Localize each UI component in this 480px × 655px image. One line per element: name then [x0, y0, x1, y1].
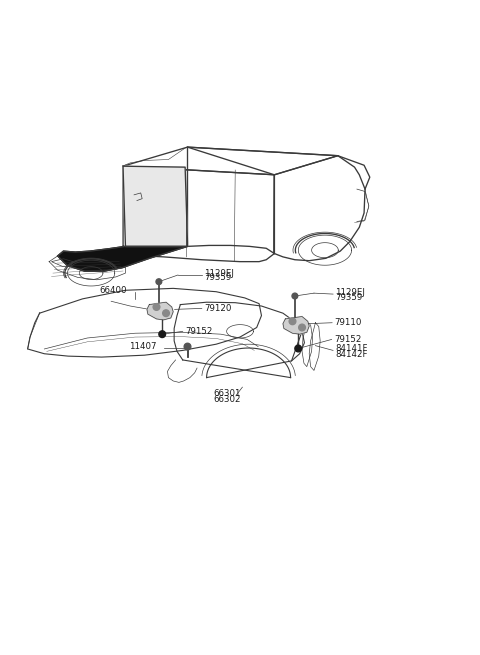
Polygon shape — [275, 156, 365, 261]
Circle shape — [295, 345, 301, 352]
Polygon shape — [123, 147, 338, 175]
Text: 84142F: 84142F — [336, 350, 368, 359]
Text: 79110: 79110 — [335, 318, 362, 328]
Polygon shape — [147, 302, 173, 320]
Text: 1129EJ: 1129EJ — [204, 269, 234, 278]
Circle shape — [153, 304, 160, 310]
Text: 79359: 79359 — [336, 293, 363, 302]
Circle shape — [289, 318, 296, 325]
Polygon shape — [283, 316, 309, 334]
Text: 84141F: 84141F — [336, 345, 368, 354]
Text: 66302: 66302 — [214, 394, 241, 403]
Text: 79152: 79152 — [334, 335, 361, 344]
Text: 66400: 66400 — [99, 286, 127, 295]
Polygon shape — [123, 166, 188, 246]
Circle shape — [292, 293, 298, 299]
Text: 79152: 79152 — [185, 327, 213, 336]
Polygon shape — [188, 147, 275, 253]
Polygon shape — [28, 288, 262, 357]
Text: 1129EJ: 1129EJ — [336, 288, 365, 297]
Circle shape — [163, 310, 169, 316]
Circle shape — [184, 343, 191, 350]
Polygon shape — [49, 256, 125, 280]
Text: 66301: 66301 — [214, 389, 241, 398]
Circle shape — [156, 279, 162, 284]
Polygon shape — [58, 246, 188, 271]
Text: 11407: 11407 — [129, 342, 157, 350]
Circle shape — [159, 331, 166, 337]
Polygon shape — [302, 322, 312, 367]
Polygon shape — [123, 166, 275, 261]
Text: 79359: 79359 — [204, 273, 231, 282]
Text: 79120: 79120 — [204, 304, 231, 313]
Polygon shape — [309, 323, 320, 371]
Circle shape — [299, 324, 305, 331]
